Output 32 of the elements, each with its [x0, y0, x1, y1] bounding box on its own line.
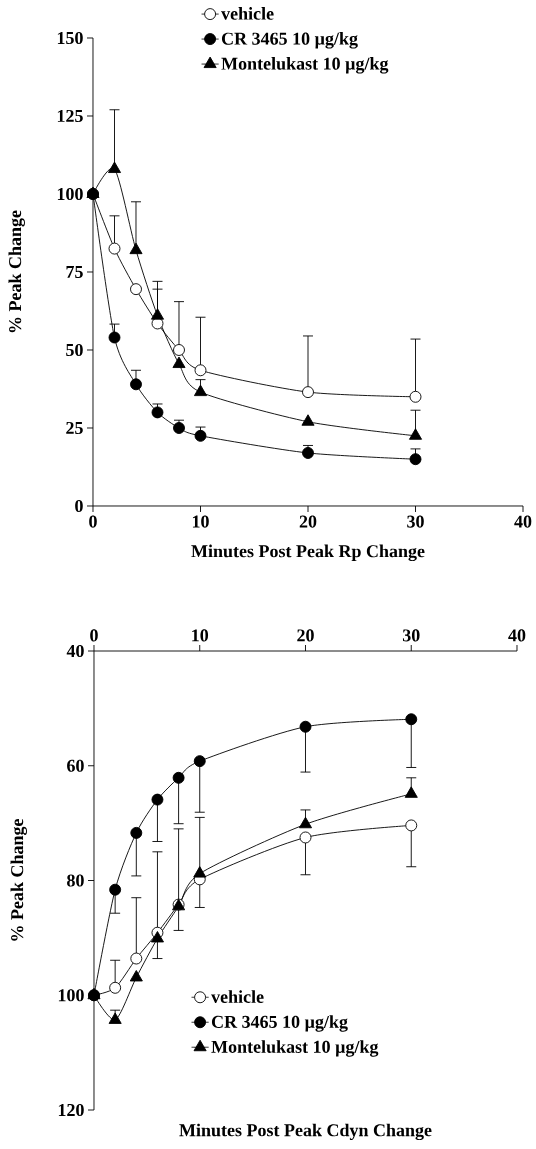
y-tick-label: 100: [58, 989, 84, 1002]
y-axis-title: % Peak Change: [8, 210, 25, 333]
y-tick-label: 100: [57, 187, 83, 201]
legend-label: Montelukast 10 µg/kg: [221, 57, 389, 74]
legend-label: CR 3465 10 µg/kg: [211, 1015, 348, 1032]
x-tick-label: 20: [299, 515, 317, 528]
x-tick-label: 40: [508, 629, 526, 642]
y-tick-label: 60: [67, 759, 84, 772]
x-axis-title: Minutes Post Peak Cdyn Change: [179, 1123, 432, 1141]
legend-label: Montelukast 10 µg/kg: [211, 1040, 379, 1057]
y-tick-label: 120: [58, 1103, 84, 1117]
legend-label: CR 3465 10 µg/kg: [221, 32, 358, 49]
x-tick-label: 10: [192, 629, 209, 642]
x-tick-label: 0: [90, 629, 98, 642]
y-axis-title: % Peak Change: [10, 818, 28, 941]
x-tick-label: 10: [192, 515, 209, 528]
x-axis-title: Minutes Post Peak Rp Change: [191, 544, 425, 562]
x-tick-label: 20: [297, 629, 314, 642]
legend-label: vehicle: [221, 7, 274, 20]
x-tick-label: 40: [514, 515, 532, 528]
legend-label: vehicle: [211, 990, 264, 1003]
y-tick-label: 75: [66, 266, 83, 278]
y-tick-label: 50: [66, 343, 83, 357]
x-tick-label: 30: [402, 629, 420, 642]
y-tick-label: 150: [57, 31, 83, 45]
y-tick-label: 125: [57, 109, 83, 123]
y-tick-label: 80: [67, 874, 84, 887]
y-tick-label: 0: [75, 499, 83, 513]
y-tick-label: 40: [66, 644, 84, 658]
x-tick-label: 30: [407, 515, 424, 528]
y-tick-label: 25: [66, 421, 83, 435]
x-tick-label: 0: [89, 515, 97, 528]
